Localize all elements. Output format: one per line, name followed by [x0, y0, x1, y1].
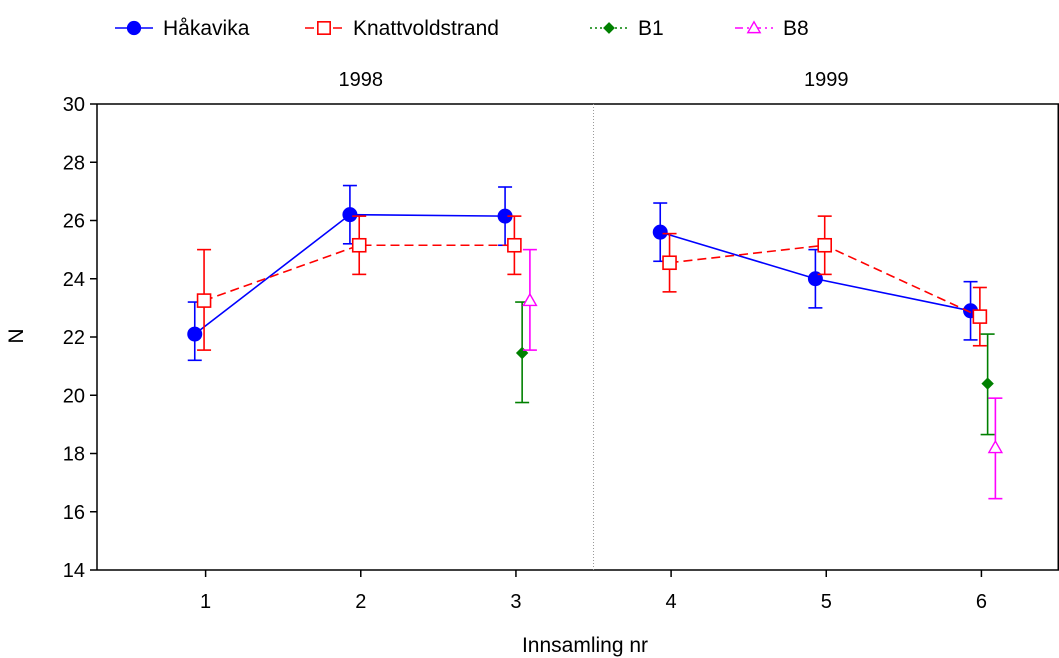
legend-label: Knattvoldstrand: [353, 17, 499, 40]
panel-labels: 1998 1999: [339, 69, 849, 91]
y-tick-label: 24: [63, 269, 85, 291]
legend-label: B8: [783, 17, 809, 40]
data-point: [196, 293, 212, 308]
series-håkavika: [187, 184, 979, 362]
y-tick-label: 26: [63, 211, 85, 233]
y-tick-label: 28: [63, 152, 85, 174]
legend-marker: [126, 20, 142, 36]
x-tick-label: 1: [200, 591, 211, 613]
data-point: [807, 271, 823, 287]
x-tick-label: 6: [976, 591, 987, 613]
legend-marker: [746, 20, 762, 34]
y-tick-label: 16: [63, 502, 85, 524]
legend-item-håkavika: Håkavika: [115, 17, 250, 40]
panel-label-year: 1998: [339, 69, 384, 91]
series-knattvoldstrand: [196, 215, 988, 351]
panel-label-year: 1999: [804, 69, 849, 91]
x-axis-label: Innsamling nr: [522, 634, 648, 657]
x-tick-label: 2: [355, 591, 366, 613]
legend-label: B1: [638, 17, 664, 40]
data-point: [662, 255, 677, 271]
legend-item-knattvoldstrand: Knattvoldstrand: [305, 17, 499, 40]
legend-marker: [603, 22, 615, 34]
data-point: [522, 292, 538, 307]
y-axis-label: N: [5, 328, 28, 343]
y-tick-label: 18: [63, 444, 85, 466]
x-tick-label: 5: [821, 591, 832, 613]
data-point: [342, 207, 358, 223]
series-b1: [515, 301, 995, 436]
data-point: [507, 237, 522, 253]
y-axis: 14 16 18 20 22 24 26 28 30: [63, 94, 97, 582]
data-point: [972, 309, 988, 324]
series-b8: [522, 248, 1004, 500]
legend-item-b8: B8: [735, 17, 809, 40]
x-tick-label: 3: [510, 591, 521, 613]
data-point: [351, 237, 367, 253]
data-point: [981, 377, 994, 390]
legend-item-b1: B1: [590, 17, 664, 40]
y-tick-label: 30: [63, 94, 85, 116]
y-tick-label: 14: [63, 560, 85, 582]
legend-label: Håkavika: [163, 17, 250, 40]
series-layer: [187, 184, 1004, 500]
y-tick-label: 22: [63, 327, 85, 349]
plot-frame: [96, 103, 1059, 571]
data-point: [652, 224, 668, 240]
data-point: [817, 237, 833, 253]
legend: Håkavika Knattvoldstrand B1 B8: [115, 17, 809, 40]
x-tick-label: 4: [666, 591, 677, 613]
data-point: [187, 326, 203, 342]
data-point: [515, 346, 529, 360]
legend-marker: [317, 21, 331, 35]
x-axis: 1 2 3 4 5 6: [200, 570, 987, 613]
data-point: [987, 439, 1004, 454]
y-tick-label: 20: [63, 385, 85, 407]
series-line: [203, 244, 515, 302]
